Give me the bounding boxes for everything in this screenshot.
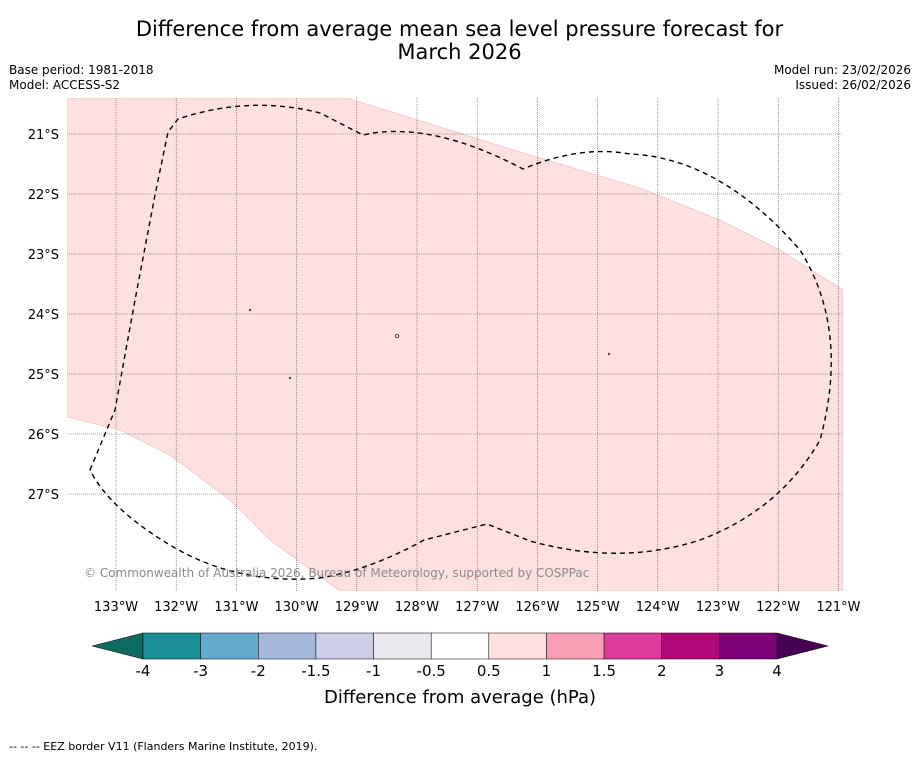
colorbar-label: Difference from average (hPa) bbox=[324, 687, 596, 708]
longitude-label: 124°W bbox=[636, 600, 680, 615]
colorbar-segment bbox=[430, 632, 490, 660]
longitude-label: 130°W bbox=[275, 600, 319, 615]
colorbar-segment bbox=[373, 632, 432, 660]
anomaly-fill-region bbox=[67, 98, 843, 591]
model-name: Model: ACCESS-S2 bbox=[9, 78, 121, 92]
longitude-label: 128°W bbox=[395, 600, 439, 615]
latitude-label: 27°S bbox=[28, 488, 59, 503]
colorbar-tick-label: -0.5 bbox=[417, 662, 446, 680]
chart-title: Difference from average mean sea level p… bbox=[0, 18, 919, 64]
longitude-label: 127°W bbox=[455, 600, 499, 615]
latitude-label: 24°S bbox=[28, 308, 59, 323]
latitude-label: 25°S bbox=[28, 368, 59, 383]
island-marker bbox=[288, 376, 292, 380]
longitude-label: 129°W bbox=[335, 600, 379, 615]
colorbar-tick-label: 2 bbox=[657, 662, 667, 680]
latitude-labels: 21°S 22°S 23°S 24°S 25°S 26°S 27°S bbox=[28, 128, 59, 503]
colorbar-max-extend bbox=[776, 632, 829, 660]
latitude-label: 23°S bbox=[28, 248, 59, 263]
colorbar-tick-label: 0.5 bbox=[477, 662, 501, 680]
copyright-notice: © Commonwealth of Australia 2026, Bureau… bbox=[84, 566, 589, 580]
colorbar-tick-label: 3 bbox=[715, 662, 725, 680]
colorbar-segment bbox=[546, 632, 605, 660]
longitude-label: 131°W bbox=[214, 600, 258, 615]
title-line-1: Difference from average mean sea level p… bbox=[135, 17, 784, 41]
colorbar-tick-label: 1.5 bbox=[592, 662, 616, 680]
colorbar-tick-label: -1 bbox=[366, 662, 381, 680]
colorbar-segment bbox=[661, 632, 720, 660]
colorbar-tick-label: -1.5 bbox=[301, 662, 330, 680]
eez-legend-footnote: -- -- -- EEZ border V11 (Flanders Marine… bbox=[9, 740, 318, 753]
colorbar-segment bbox=[603, 632, 662, 660]
colorbar-segment bbox=[315, 632, 374, 660]
colorbar: -4 -3 -2 -1.5 -1 -0.5 0.5 1 1.5 2 3 4 Difference fr… bbox=[91, 632, 829, 708]
longitude-label: 133°W bbox=[94, 600, 138, 615]
island-markers bbox=[248, 308, 611, 380]
eez-border bbox=[89, 104, 832, 580]
model-run: Model run: 23/02/2026 bbox=[773, 63, 911, 77]
colorbar-segment bbox=[719, 632, 778, 660]
latitude-label: 26°S bbox=[28, 428, 59, 443]
colorbar-segment bbox=[488, 632, 547, 660]
colorbar-segment bbox=[258, 632, 317, 660]
longitude-label: 132°W bbox=[154, 600, 198, 615]
island-marker bbox=[394, 333, 399, 338]
colorbar-tick-label: -4 bbox=[136, 662, 151, 680]
metadata-left: Base period: 1981-2018 Model: ACCESS-S2 bbox=[9, 63, 154, 93]
colorbar-segment bbox=[200, 632, 259, 660]
island-marker bbox=[607, 352, 611, 356]
longitude-label: 122°W bbox=[756, 600, 800, 615]
longitude-labels: 133°W 132°W 131°W 130°W 129°W 128°W 127°W 126°W… bbox=[94, 600, 861, 615]
longitude-label: 121°W bbox=[816, 600, 860, 615]
latitude-label: 22°S bbox=[28, 188, 59, 203]
title-line-2: March 2026 bbox=[397, 40, 522, 64]
colorbar-segment bbox=[142, 632, 201, 660]
graticule-lines bbox=[67, 98, 843, 591]
colorbar-tick-label: 4 bbox=[772, 662, 782, 680]
colorbar-tick-label: -3 bbox=[193, 662, 208, 680]
colorbar-min-extend bbox=[91, 632, 144, 660]
map-panel: © Commonwealth of Australia 2026, Bureau… bbox=[67, 98, 843, 591]
issued-date: Issued: 26/02/2026 bbox=[795, 78, 911, 92]
longitude-label: 123°W bbox=[696, 600, 740, 615]
colorbar-tick-label: 1 bbox=[542, 662, 552, 680]
metadata-right: Model run: 23/02/2026 Issued: 26/02/2026 bbox=[774, 63, 911, 93]
colorbar-tick-label: -2 bbox=[251, 662, 266, 680]
base-period: Base period: 1981-2018 bbox=[9, 63, 154, 77]
island-marker bbox=[248, 308, 252, 312]
longitude-label: 125°W bbox=[576, 600, 620, 615]
longitude-label: 126°W bbox=[515, 600, 559, 615]
latitude-label: 21°S bbox=[28, 128, 59, 143]
